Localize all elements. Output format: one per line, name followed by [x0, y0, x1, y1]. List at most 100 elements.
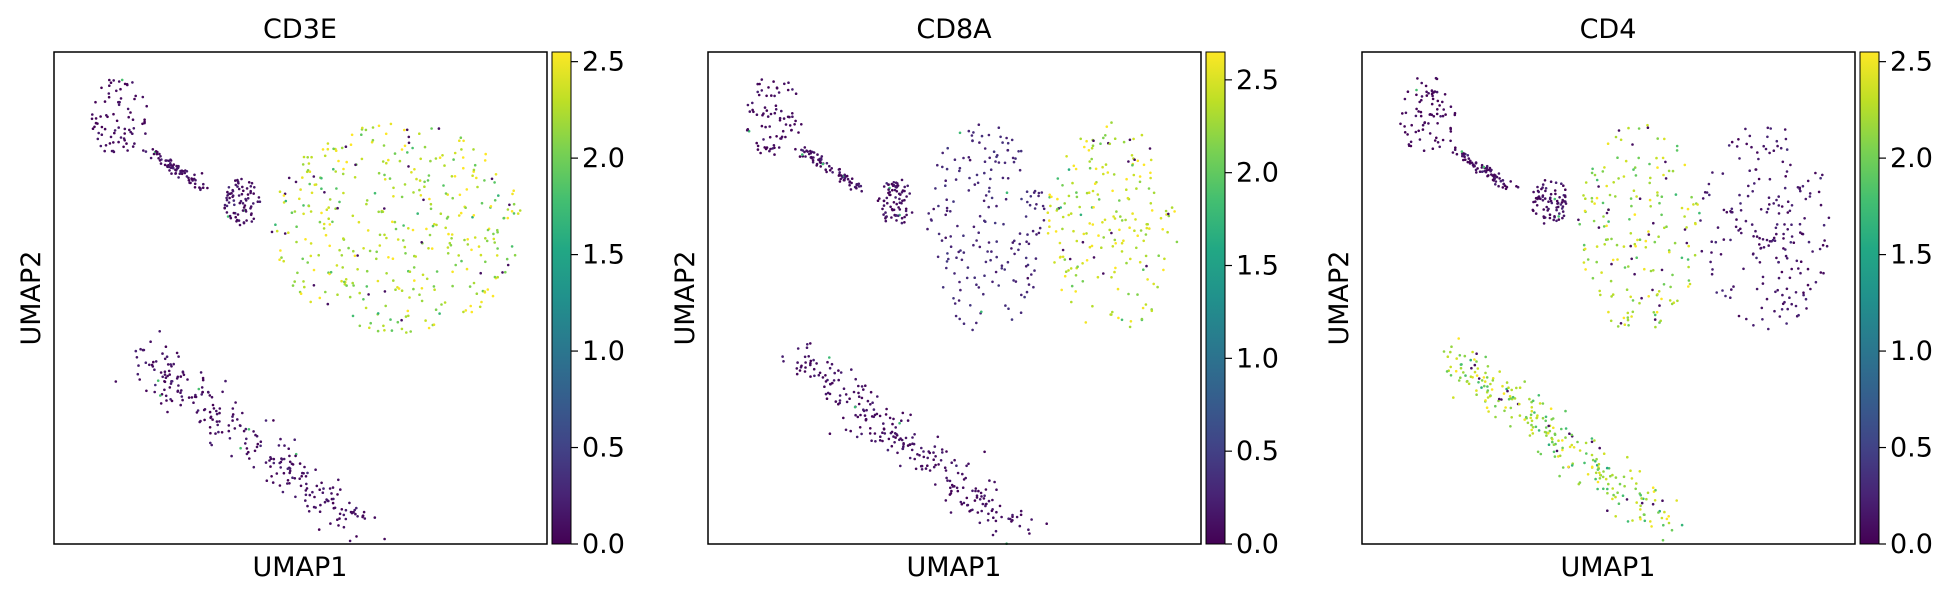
- scatter-point: [1634, 244, 1637, 248]
- scatter-point: [778, 116, 782, 120]
- scatter-point: [1615, 243, 1619, 247]
- scatter-point: [1561, 466, 1565, 469]
- scatter-point: [312, 175, 316, 178]
- scatter-point: [1547, 443, 1551, 447]
- scatter-point: [410, 171, 413, 174]
- scatter-point: [382, 144, 386, 147]
- scatter-point: [434, 157, 438, 160]
- scatter-point: [1136, 234, 1139, 237]
- scatter-point: [1485, 164, 1489, 168]
- scatter-point: [878, 414, 882, 418]
- scatter-point: [1737, 229, 1740, 232]
- scatter-point: [367, 293, 370, 296]
- scatter-point: [884, 413, 888, 416]
- scatter-point: [120, 78, 124, 82]
- scatter-point: [1491, 379, 1495, 382]
- scatter-point: [984, 260, 988, 264]
- scatter-point: [300, 474, 304, 478]
- scatter-point: [1409, 140, 1413, 144]
- scatter-point: [1578, 222, 1581, 226]
- scatter-point: [1709, 260, 1712, 264]
- scatter-point: [1584, 268, 1587, 271]
- scatter-point: [1003, 268, 1006, 271]
- scatter-point: [1598, 446, 1601, 450]
- scatter-point: [811, 159, 815, 162]
- scatter-point: [853, 405, 857, 409]
- scatter-point: [380, 210, 384, 214]
- scatter-point: [909, 413, 912, 417]
- scatter-point: [235, 220, 238, 223]
- scatter-point: [1639, 493, 1642, 497]
- scatter-point: [1173, 210, 1176, 213]
- scatter-point: [418, 188, 421, 192]
- scatter-point: [859, 413, 862, 417]
- scatter-point: [293, 210, 297, 213]
- scatter-point: [109, 81, 113, 84]
- scatter-point: [463, 238, 466, 242]
- scatter-point: [1494, 404, 1497, 408]
- scatter-point: [340, 279, 343, 283]
- scatter-point: [1653, 313, 1657, 317]
- scatter-point: [373, 516, 377, 519]
- scatter-point: [315, 484, 319, 488]
- scatter-point: [992, 150, 996, 153]
- scatter-point: [874, 440, 877, 443]
- scatter-point: [780, 137, 783, 140]
- scatter-point: [1138, 175, 1142, 178]
- scatter-point: [326, 142, 330, 145]
- scatter-point: [396, 320, 400, 324]
- scatter-point: [1439, 115, 1442, 118]
- scatter-point: [257, 196, 261, 199]
- scatter-point: [777, 146, 781, 149]
- scatter-point: [1660, 213, 1663, 217]
- scatter-point: [1548, 429, 1552, 433]
- scatter-point: [1510, 388, 1513, 392]
- scatter-point: [903, 198, 906, 202]
- y-axis-label: UMAP2: [670, 251, 701, 346]
- scatter-point: [1628, 218, 1631, 221]
- scatter-point: [348, 295, 352, 299]
- scatter-point: [166, 363, 170, 366]
- scatter-point: [342, 525, 346, 529]
- scatter-point: [1131, 163, 1134, 167]
- scatter-point: [892, 435, 895, 438]
- scatter-point: [223, 203, 227, 207]
- colorbar-ticks: 0.00.51.01.52.02.5: [1879, 47, 1933, 560]
- scatter-point: [275, 229, 279, 233]
- scatter-point: [1553, 189, 1557, 192]
- scatter-point: [408, 296, 411, 299]
- scatter-point: [1647, 230, 1650, 233]
- scatter-point: [972, 243, 975, 247]
- scatter-point: [1431, 147, 1435, 150]
- scatter-point: [997, 126, 1001, 129]
- scatter-point: [1032, 285, 1035, 289]
- scatter-point: [978, 498, 982, 501]
- scatter-point: [1597, 467, 1600, 470]
- scatter-point: [1119, 215, 1122, 218]
- scatter-point: [1755, 256, 1758, 260]
- scatter-point: [344, 508, 348, 512]
- scatter-point: [241, 202, 245, 205]
- scatter-point: [459, 136, 463, 139]
- scatter-point: [1497, 184, 1500, 188]
- scatter-point: [987, 190, 991, 193]
- scatter-point: [978, 245, 982, 249]
- scatter-point: [138, 378, 141, 381]
- scatter-point: [1561, 446, 1564, 450]
- scatter-point: [756, 90, 759, 94]
- scatter-point: [1146, 223, 1149, 226]
- scatter-point: [169, 166, 173, 169]
- scatter-point: [1144, 233, 1148, 236]
- scatter-point: [277, 444, 281, 447]
- scatter-point: [172, 166, 175, 170]
- scatter-point: [1442, 108, 1445, 111]
- scatter-point: [1482, 376, 1486, 379]
- scatter-point: [1799, 231, 1802, 234]
- scatter-point: [1730, 210, 1733, 214]
- scatter-point: [1530, 406, 1534, 409]
- scatter-point: [328, 244, 332, 248]
- scatter-point: [869, 390, 873, 394]
- scatter-point: [1025, 290, 1029, 294]
- scatter-point: [1542, 222, 1546, 225]
- scatter-point: [1590, 453, 1594, 457]
